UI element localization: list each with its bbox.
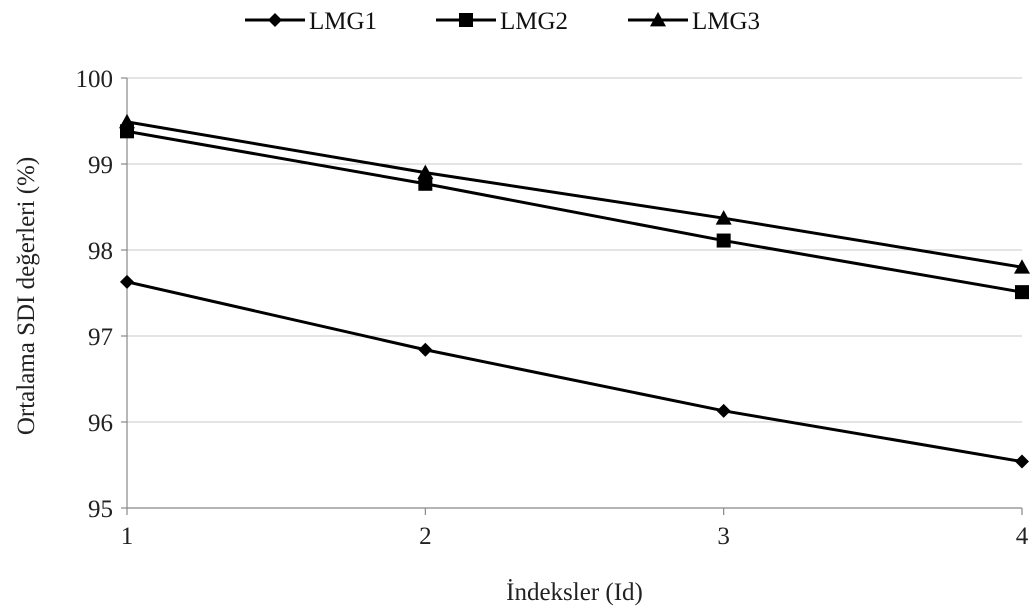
x-tick-label: 4: [1016, 523, 1029, 550]
y-tick-label: 95: [88, 496, 113, 523]
series-line: [126, 120, 1023, 269]
series-lmg3: [119, 113, 1030, 274]
y-tick-label: 96: [88, 410, 113, 437]
triangle-marker: [715, 210, 732, 225]
legend-triangle-icon: [650, 12, 666, 27]
triangle-marker: [1014, 259, 1030, 274]
y-tick-labels: 95 96 97 98 99 100: [76, 66, 114, 523]
diamond-marker: [120, 274, 134, 289]
gridlines: [127, 77, 1022, 423]
legend-label: LMG1: [309, 8, 377, 35]
series-line: [126, 129, 1023, 294]
legend-item-lmg1: LMG1: [245, 8, 377, 35]
x-tick-label: 3: [717, 523, 730, 550]
series-line: [126, 280, 1023, 464]
series-lmg1: [120, 274, 1029, 469]
x-tick-label: 2: [419, 523, 432, 550]
square-marker: [418, 176, 433, 191]
y-tick-label: 100: [76, 66, 114, 93]
legend-item-lmg2: LMG2: [436, 8, 568, 35]
triangle-marker: [417, 164, 434, 179]
legend-label: LMG2: [500, 8, 568, 35]
y-tick-label: 98: [88, 238, 113, 265]
x-tick-labels: 1 2 3 4: [121, 523, 1029, 550]
axes: [121, 77, 1023, 515]
legend-diamond-icon: [268, 13, 282, 27]
x-axis-title: İndeksler (Id): [506, 579, 643, 606]
square-marker: [716, 233, 731, 248]
series-layer: [119, 113, 1030, 469]
legend-square-icon: [459, 13, 473, 27]
y-tick-label: 99: [88, 152, 113, 179]
y-axis-title: Ortalama SDI değerleri (%): [13, 157, 40, 435]
y-tick-label: 97: [88, 324, 113, 351]
diamond-marker: [716, 403, 731, 418]
legend-item-lmg3: LMG3: [628, 8, 760, 35]
x-tick-label: 1: [121, 523, 134, 550]
square-marker: [1015, 285, 1029, 300]
legend: LMG1 LMG2 LMG3: [245, 8, 760, 35]
diamond-marker: [418, 342, 433, 357]
series-lmg2: [120, 124, 1029, 300]
diamond-marker: [1015, 454, 1029, 469]
triangle-marker: [119, 113, 135, 129]
legend-label: LMG3: [692, 8, 760, 35]
